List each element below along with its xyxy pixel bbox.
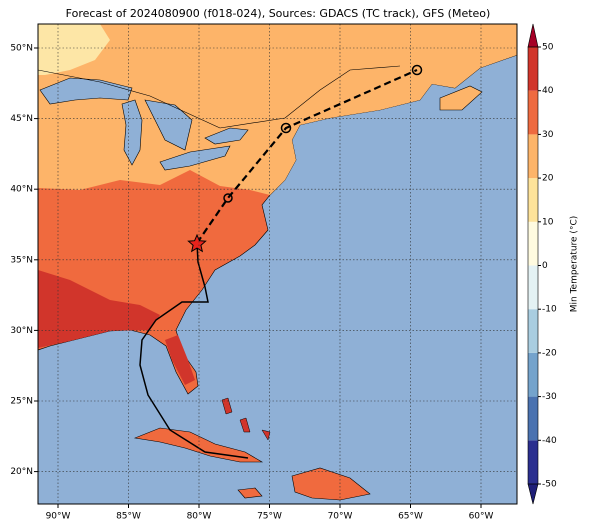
title: Forecast of 2024080900 (f018-024), Sourc…: [66, 7, 491, 20]
colorbar-tick-label: -40: [542, 436, 557, 446]
colorbar-extend-over: [527, 23, 539, 48]
colorbar-band: [528, 90, 538, 135]
map: [38, 24, 517, 504]
lat-tick-label: 35°N: [10, 255, 33, 265]
lat-tick-label: 40°N: [10, 185, 33, 195]
lon-tick-label: 60°W: [469, 512, 494, 522]
colorbar-band: [528, 134, 538, 179]
lon-tick-label: 90°W: [46, 512, 71, 522]
map-frame: [37, 23, 518, 505]
colorbar-tick-label: 10: [542, 217, 554, 227]
colorbar-band: [528, 309, 538, 353]
tc-track-past: [139, 242, 249, 459]
hispaniola: [291, 467, 371, 501]
lat-tick-label: 30°N: [10, 326, 33, 336]
lon-tick-label: 85°W: [116, 512, 141, 522]
colorbar-band: [528, 221, 538, 266]
cool-region: [38, 24, 517, 195]
lat-tick-label: 25°N: [10, 397, 33, 407]
colorbar-tick-label: 20: [542, 174, 554, 184]
colorbar-band: [528, 396, 538, 441]
colorbar-label: Min Temperature (°C): [570, 216, 580, 313]
colorbar-tick-label: 30: [542, 130, 554, 140]
lake-huron: [144, 99, 193, 151]
cold-region: [38, 24, 110, 75]
lon-tick-label: 70°W: [328, 512, 353, 522]
cuba: [133, 427, 264, 463]
border-line: [38, 65, 401, 129]
colorbar-tick-label: -10: [542, 305, 557, 315]
lat-tick-label: 50°N: [10, 44, 33, 54]
colorbar-band: [528, 352, 538, 397]
colorbar-extend-under: [527, 483, 539, 505]
colorbar-band: [528, 47, 538, 91]
colorbar: -50 -40 -30 -20 -10 0 10 20 30 40 50: [527, 23, 557, 505]
lat-tick-label: 45°N: [10, 114, 33, 124]
tc-track-forecast: [196, 68, 418, 244]
nova-scotia: [439, 85, 483, 111]
bahamas: [221, 397, 271, 441]
colorbar-tick-label: 40: [542, 86, 554, 96]
lon-tick-label: 65°W: [398, 512, 423, 522]
track-point: [280, 122, 292, 134]
colorbar-band: [528, 440, 538, 484]
colorbar-tick-label: -20: [542, 348, 557, 358]
lon-tick-label: 75°W: [257, 512, 282, 522]
colorbar-tick-label: -50: [542, 480, 557, 490]
storm-position: [187, 233, 207, 253]
jamaica: [237, 487, 263, 499]
colorbar-tick-label: 0: [542, 261, 548, 271]
colorbar-band: [528, 265, 538, 310]
lake-erie: [159, 145, 231, 171]
track-point: [223, 193, 233, 203]
grid: [38, 24, 517, 504]
lat-tick-label: 20°N: [10, 467, 33, 477]
track-point: [411, 64, 423, 76]
lake-ontario: [204, 127, 249, 145]
colorbar-tick-label: -30: [542, 392, 557, 402]
colorbar-tick-label: 50: [542, 43, 554, 53]
lon-tick-label: 80°W: [187, 512, 212, 522]
hot-region: [38, 270, 195, 385]
lake-michigan: [121, 99, 143, 166]
colorbar-band: [528, 178, 538, 222]
